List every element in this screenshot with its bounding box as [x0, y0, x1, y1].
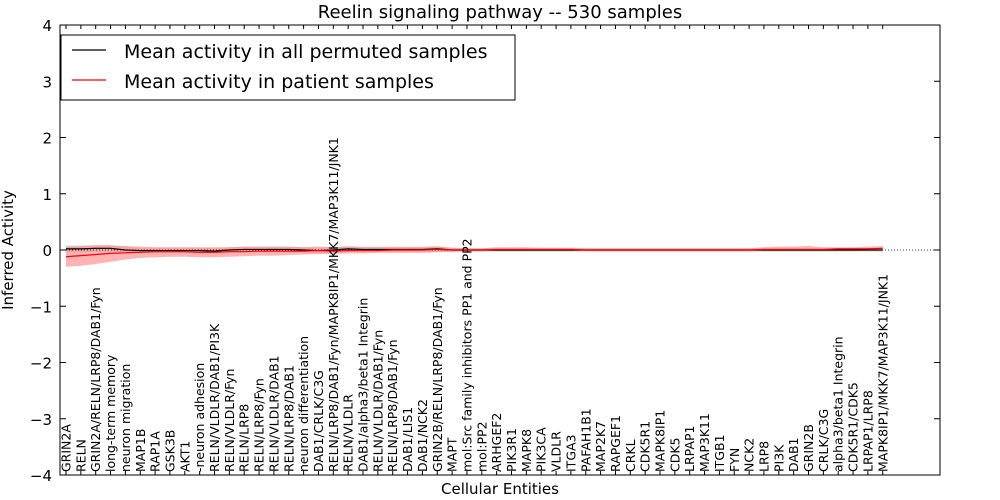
x-tick-label: long-term memory [103, 354, 118, 472]
y-axis: −4 −3 −2 −1 0 1 2 3 4 [30, 17, 940, 485]
y-tick-label: 2 [42, 130, 52, 148]
x-tick-label: RAP1A [148, 431, 163, 472]
x-tick-label: CDK5R1/CDK5 [846, 382, 861, 472]
x-tick-label: RELN/VLDLR [341, 394, 356, 472]
x-tick-label: alpha3/beta1 Integrin [831, 336, 846, 472]
x-tick-label: MAP2K7 [593, 421, 608, 472]
x-tick-label: RELN/VLDLR/DAB1/PI3K [207, 323, 222, 472]
x-tick-label: RELN/LRP8 [237, 404, 252, 472]
y-tick-label: 4 [42, 17, 52, 35]
x-tick-label: mol:Src family inhibitors PP1 and PP2 [459, 238, 474, 472]
x-tick-label: DAB1/CRLK/C3G [311, 370, 326, 472]
x-tick-label: GSK3B [162, 430, 177, 472]
chart-title: Reelin signaling pathway -- 530 samples [318, 2, 682, 23]
legend: Mean activity in all permuted samples Me… [60, 34, 516, 101]
x-tick-label: CDK5R1 [638, 421, 653, 472]
x-tick-label: ITGA3 [563, 434, 578, 472]
x-tick-label: GRIN2B/RELN/LRP8/DAB1/Fyn [430, 287, 445, 472]
y-tick-label: −4 [30, 467, 52, 485]
x-tick-label: DAB1/NCK2 [415, 399, 430, 472]
x-tick-label: PIK3CA [534, 427, 549, 472]
plot-area [60, 244, 940, 267]
x-tick-label: DAB1/alpha3/beta1 Integrin [356, 298, 371, 472]
x-tick-label: mol:PP2 [474, 421, 489, 472]
x-tick-label: RELN [73, 439, 88, 472]
y-tick-label: −1 [30, 298, 52, 316]
legend-label-patient: Mean activity in patient samples [124, 71, 434, 93]
x-tick-label: AKT1 [177, 441, 192, 472]
x-tick-label: GRIN2A [59, 424, 74, 472]
y-tick-label: −2 [30, 355, 52, 373]
x-tick-label: RELN/LRP8/DAB1 [281, 365, 296, 472]
x-tick-label: MAPK8 [519, 429, 534, 472]
x-tick-label: FYN [727, 448, 742, 472]
x-axis-label: Cellular Entities [441, 480, 559, 498]
x-tick-label: LRP8 [756, 441, 771, 472]
x-tick-label: GRIN2A/RELN/LRP8/DAB1/Fyn [88, 287, 103, 472]
x-tick-label: DAB1 [786, 438, 801, 473]
x-tick-label: CRKL [623, 439, 638, 472]
series-line-patient [65, 247, 883, 258]
x-tick-label: neuron migration [118, 364, 133, 472]
x-tick-label: GRIN2B [801, 424, 816, 472]
x-tick-label: MAP3K11 [697, 413, 712, 472]
x-tick-label: MAP1B [133, 429, 148, 472]
x-tick-label: RAPGEF1 [608, 415, 623, 472]
x-tick-label: MAPK8IP1 [653, 410, 668, 472]
legend-box [60, 34, 516, 101]
x-tick-label: ARHGEF2 [489, 413, 504, 472]
x-tick-label: RELN/VLDLR/DAB1/Fyn [370, 330, 385, 472]
y-tick-label: 3 [42, 73, 52, 91]
x-tick-label: DAB1/LIS1 [400, 407, 415, 472]
x-tick-label: CRLK/C3G [816, 409, 831, 472]
x-tick-label: neuron differentiation [296, 336, 311, 472]
x-axis: GRIN2A RELN GRIN2A/RELN/LRP8/DAB1/Fyn long-… [59, 25, 890, 475]
x-tick-label: RELN/VLDLR/DAB1 [266, 355, 281, 472]
y-tick-label: 0 [42, 242, 52, 260]
x-tick-label: CDK5 [667, 437, 682, 472]
x-tick-label: -neuron adhesion [192, 363, 207, 472]
x-tick-label: NCK2 [742, 438, 757, 472]
x-tick-label: RELN/VLDLR/Fyn [222, 369, 237, 472]
x-tick-label: VLDLR [549, 431, 564, 472]
x-tick-label: RELN/LRP8/Fyn [252, 378, 267, 472]
x-tick-label: ITGB1 [712, 434, 727, 472]
y-tick-label: −3 [30, 411, 52, 429]
y-axis-label: Inferred Activity [0, 190, 17, 310]
x-tick-label: PAFAH1B1 [578, 408, 593, 472]
x-tick-label: PIK3R1 [504, 428, 519, 472]
x-tick-label: MAPT [445, 437, 460, 472]
x-tick-label: LRPAP1 [682, 426, 697, 472]
legend-label-permuted: Mean activity in all permuted samples [124, 41, 487, 63]
x-tick-label: RELN/LRP8/DAB1/Fyn [385, 339, 400, 472]
x-tick-label: PI3K [771, 444, 786, 472]
x-tick-label: RELN/LRP8/DAB1/Fyn/MAPK8IP1/MKK7/MAP3K11… [326, 137, 341, 472]
x-tick-label: MAPK8IP1/MKK7/MAP3K11/JNK1 [875, 274, 890, 472]
x-tick-label: LRPAP1/LRP8 [860, 390, 875, 472]
y-tick-label: 1 [42, 186, 52, 204]
